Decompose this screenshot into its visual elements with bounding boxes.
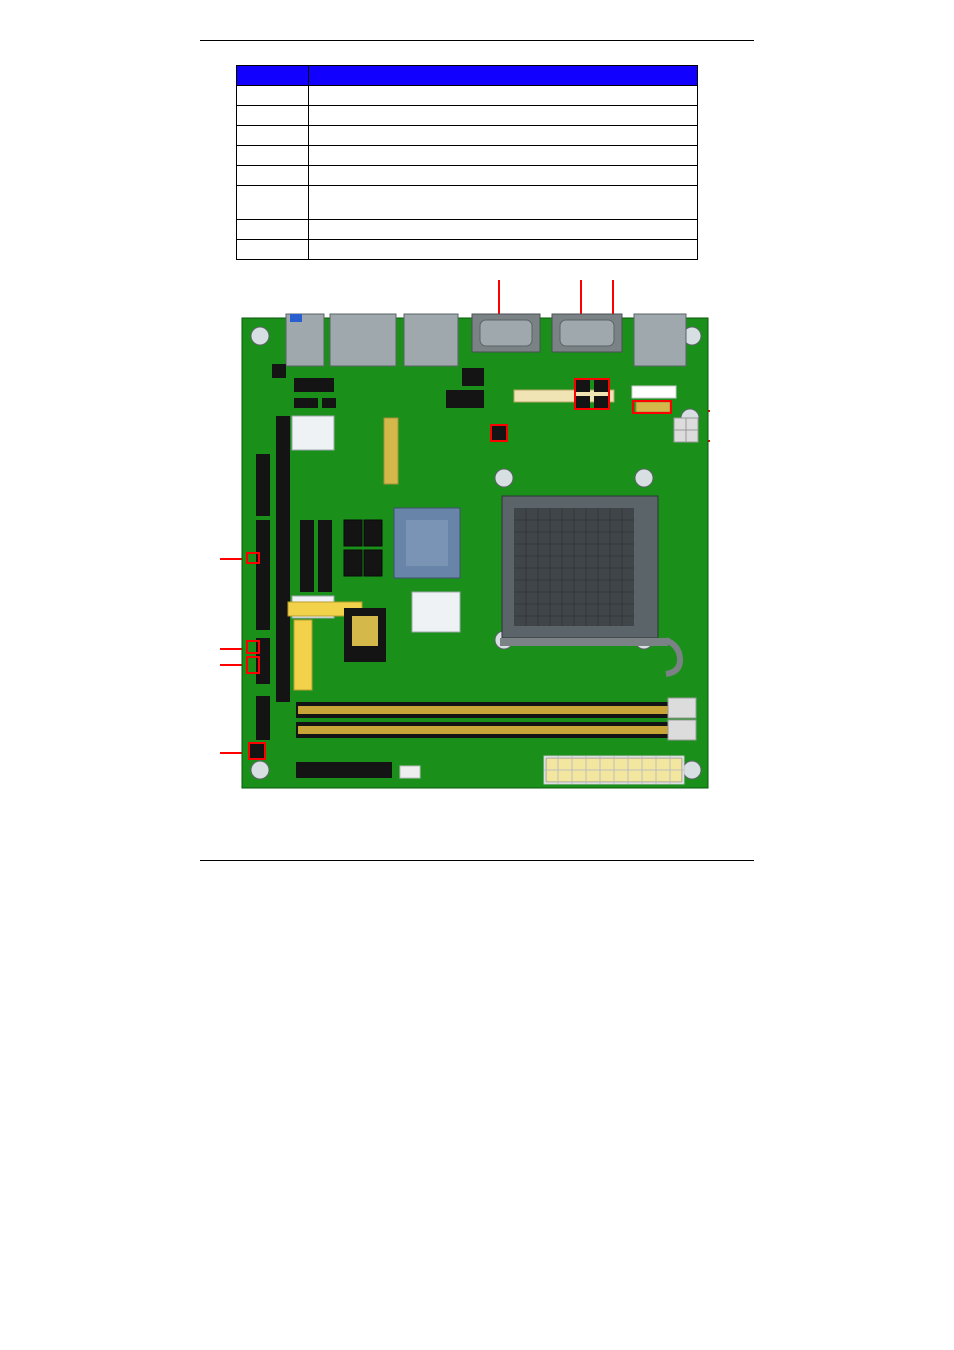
table-row [237, 146, 698, 166]
jumper-highlight [632, 400, 672, 414]
table-row [237, 86, 698, 106]
header-rule [200, 40, 754, 41]
table-row [237, 240, 698, 260]
page [0, 0, 954, 1350]
jumper-table [236, 65, 698, 260]
jumper-highlight [490, 424, 508, 442]
table-header-col2 [309, 66, 698, 86]
jumper-highlight [246, 552, 260, 564]
table-row [237, 126, 698, 146]
footer-rule [200, 860, 754, 861]
table-row [237, 220, 698, 240]
table-row [237, 186, 698, 220]
table-header-col1 [237, 66, 309, 86]
board-diagram [236, 300, 714, 792]
table-row [237, 106, 698, 126]
jumper-highlight [248, 742, 266, 760]
motherboard-svg [236, 300, 714, 792]
jumper-highlight [574, 378, 610, 410]
jumper-highlight [246, 640, 260, 654]
jumper-highlight [246, 656, 260, 674]
table-row [237, 166, 698, 186]
